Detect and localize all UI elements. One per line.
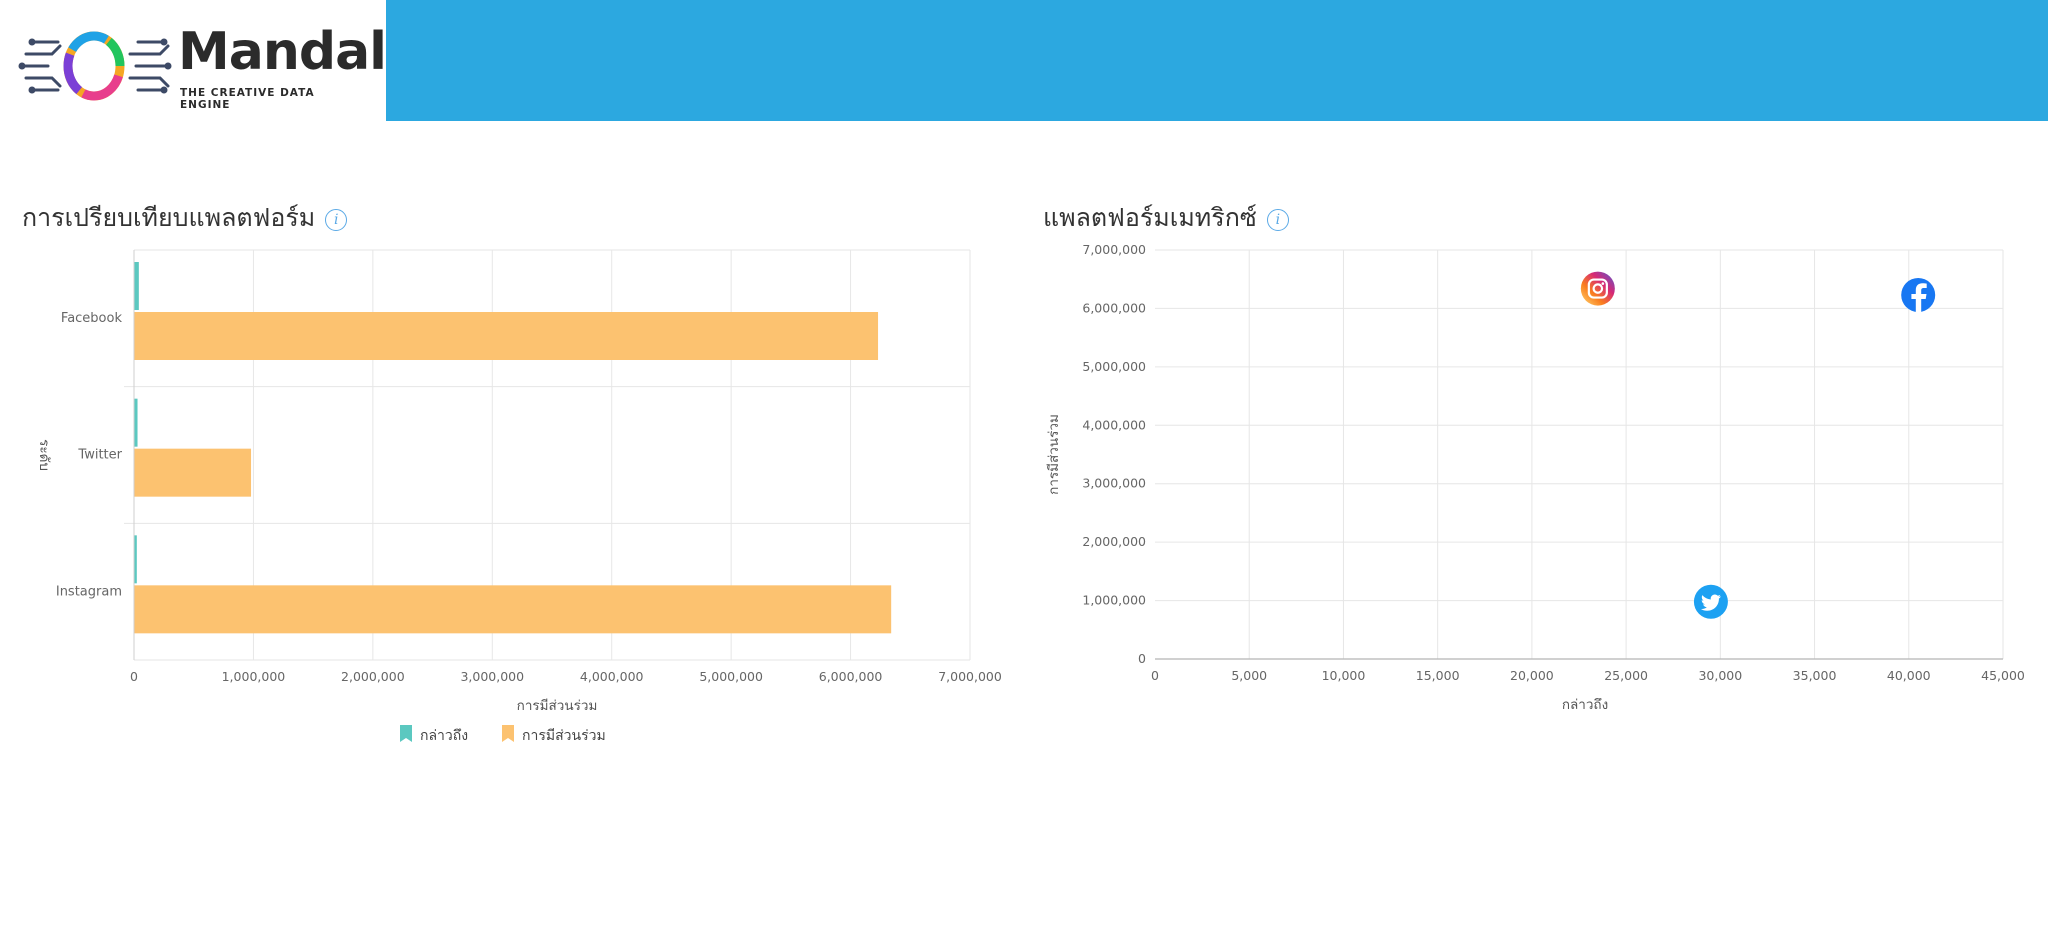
y-tick-label: 2,000,000 <box>1082 534 1146 549</box>
platform-comparison-title: การเปรียบเทียบแพลตฟอร์ม i <box>22 198 348 238</box>
platform-comparison-chart: 0 1,000,000 2,000,000 3,000,000 4,000,000 5,0… <box>36 249 1002 744</box>
bar-engagement <box>134 448 252 497</box>
x-tick-label: 45,000 <box>1981 668 2025 683</box>
x-tick-label: 5,000 <box>1231 668 1267 683</box>
x-axis-title: การมีส่วนร่วม <box>517 698 598 714</box>
x-tick-label: 30,000 <box>1698 668 1742 683</box>
legend-marker <box>502 725 514 742</box>
y-tick-label: 6,000,000 <box>1082 300 1146 315</box>
x-tick-label: 40,000 <box>1887 668 1931 683</box>
mandala-logo[interactable]: Mandala THE CREATIVE DATA ENGINE <box>18 22 421 111</box>
y-category-label: Twitter <box>77 448 122 463</box>
x-tick-label: 1,000,000 <box>222 669 286 684</box>
x-tick-label: 4,000,000 <box>580 669 644 684</box>
twitter-icon[interactable] <box>1693 584 1728 619</box>
legend-marker <box>400 725 412 742</box>
bar-engagement <box>134 312 879 360</box>
x-tick-label: 35,000 <box>1793 668 1837 683</box>
bar-engagement <box>134 585 892 634</box>
x-tick-label: 15,000 <box>1416 668 1460 683</box>
x-tick-label: 10,000 <box>1322 668 1366 683</box>
y-tick-label: 1,000,000 <box>1082 593 1146 608</box>
y-tick-label: 5,000,000 <box>1082 359 1146 374</box>
y-tick-label: 4,000,000 <box>1082 417 1146 432</box>
logo-wordmark: Mandala <box>178 22 421 82</box>
y-axis-title: การมีส่วนร่วม <box>1046 414 1062 495</box>
x-tick-label: 7,000,000 <box>938 669 1002 684</box>
x-tick-label: 25,000 <box>1604 668 1648 683</box>
x-tick-label: 0 <box>1151 668 1159 683</box>
info-icon[interactable]: i <box>325 209 348 231</box>
y-tick-label: 3,000,000 <box>1082 476 1146 491</box>
bar-mentions <box>134 262 139 310</box>
y-axis-title: ระดับ <box>36 439 52 471</box>
y-tick-label: 0 <box>1138 651 1146 666</box>
x-tick-label: 3,000,000 <box>460 669 524 684</box>
panel-title-text: การเปรียบเทียบแพลตฟอร์ม <box>22 203 316 232</box>
legend-label: กล่าวถึง <box>420 728 468 744</box>
legend-label: การมีส่วนร่วม <box>522 728 606 744</box>
x-tick-label: 2,000,000 <box>341 669 405 684</box>
platform-matrix-title: แพลตฟอร์มเมทริกซ์ i <box>1043 198 1289 238</box>
platform-matrix-chart: 0 1,000,000 2,000,000 3,000,000 4,000,000 5,0… <box>1046 242 2025 713</box>
instagram-icon[interactable] <box>1580 271 1615 306</box>
y-tick-label: 7,000,000 <box>1082 242 1146 257</box>
info-icon[interactable]: i <box>1266 209 1289 231</box>
y-category-label: Instagram <box>56 584 122 599</box>
bar-mentions <box>134 398 138 447</box>
x-tick-label: 20,000 <box>1510 668 1554 683</box>
logo-tagline: THE CREATIVE DATA ENGINE <box>180 87 315 111</box>
bar-mentions <box>134 535 137 584</box>
x-axis-title: กล่าวถึง <box>1562 697 1608 713</box>
panel-title-text: แพลตฟอร์มเมทริกซ์ <box>1043 203 1257 232</box>
y-category-label: Facebook <box>61 311 123 326</box>
header: Mandala THE CREATIVE DATA ENGINE <box>0 0 2048 121</box>
x-tick-label: 5,000,000 <box>699 669 763 684</box>
facebook-icon[interactable] <box>1901 277 1936 312</box>
logo-circuit-icon <box>18 31 172 101</box>
x-tick-label: 0 <box>130 669 138 684</box>
x-tick-label: 6,000,000 <box>819 669 883 684</box>
header-bar <box>386 0 2048 121</box>
